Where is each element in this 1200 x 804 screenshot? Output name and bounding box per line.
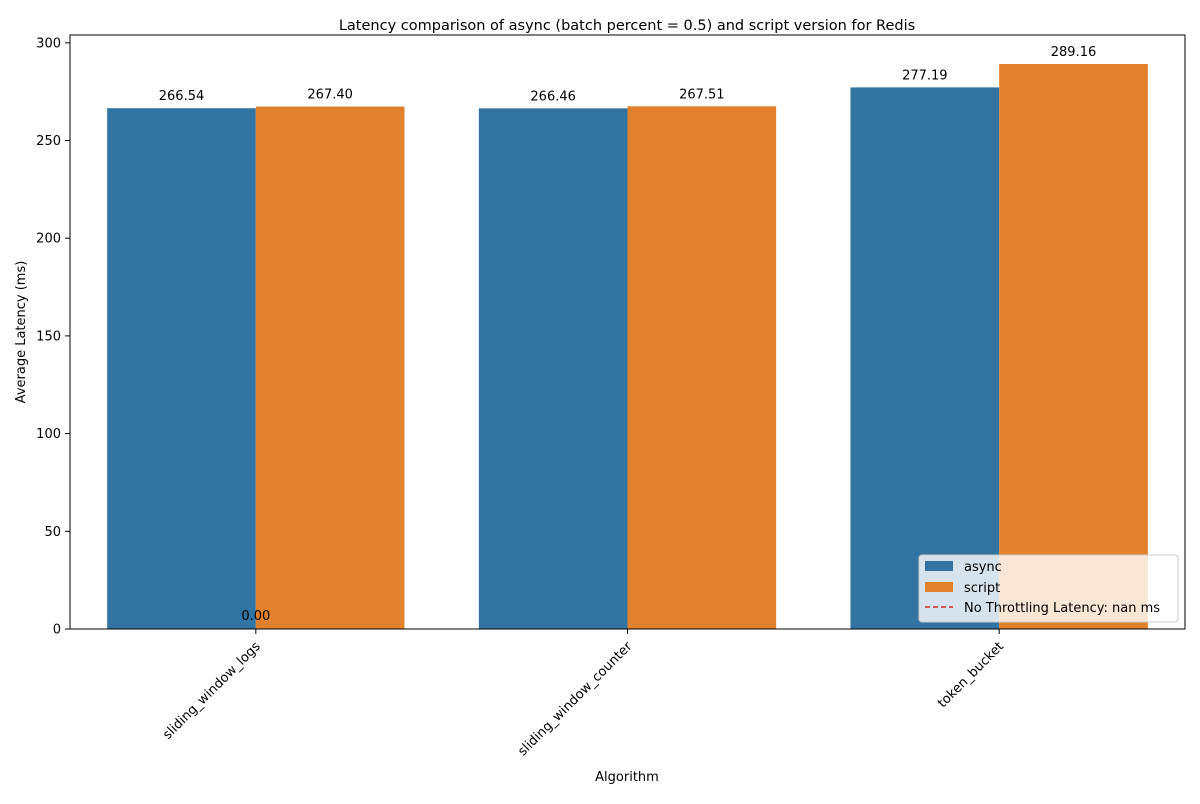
y-tick-label-100: 100 [36,427,61,442]
y-axis-label: Average Latency (ms) [14,261,29,404]
y-tick-label-150: 150 [36,329,61,344]
legend-label-async: async [964,560,1002,575]
x-tick-label-sliding_window_counter: sliding_window_counter [515,639,635,759]
y-tick-label-0: 0 [53,623,61,638]
legend-swatch-async [925,561,953,571]
chart-title: Latency comparison of async (batch perce… [339,18,915,34]
bars-layer [107,63,1148,630]
y-tick-label-250: 250 [36,134,61,149]
extra-data-label-sliding_window_logs: 0.00 [241,609,270,624]
y-tick-label-300: 300 [36,36,61,51]
bar-script-sliding_window_logs [255,106,405,630]
legend-label-reference-line: No Throttling Latency: nan ms [964,601,1160,616]
bar-script-token_bucket [999,63,1148,629]
bar-async-token_bucket [850,87,1000,630]
data-label-async-sliding_window_counter: 266.46 [530,89,576,104]
x-tick-label-sliding_window_logs: sliding_window_logs [160,639,264,743]
data-label-script-sliding_window_counter: 267.51 [679,87,725,102]
data-label-script-token_bucket: 289.16 [1051,45,1097,60]
x-tick-label-token_bucket: token_bucket [935,639,1007,711]
legend-swatch-script [925,582,953,592]
plot-frame [69,34,1186,630]
data-labels-layer: 266.54 266.46 277.19 267.40 267.51 289.16 0.00 [159,45,1097,624]
data-label-script-sliding_window_logs: 267.40 [307,88,353,103]
y-axis: 0 50 100 150 200 250 300 [36,36,70,638]
bar-async-sliding_window_counter [478,108,628,629]
legend-label-script: script [964,581,1000,596]
x-axis-label: Algorithm [595,770,659,785]
data-label-async-sliding_window_logs: 266.54 [159,89,205,104]
bar-async-sliding_window_logs [107,108,256,629]
legend-frame [918,554,1179,623]
y-tick-label-200: 200 [36,232,61,247]
y-tick-label-50: 50 [44,525,61,540]
x-axis: sliding_window_logs sliding_window_counte… [160,629,1007,759]
legend: async script No Throttling Latency: nan … [918,554,1179,623]
data-label-async-token_bucket: 277.19 [902,68,948,83]
bar-script-sliding_window_counter [627,106,777,629]
